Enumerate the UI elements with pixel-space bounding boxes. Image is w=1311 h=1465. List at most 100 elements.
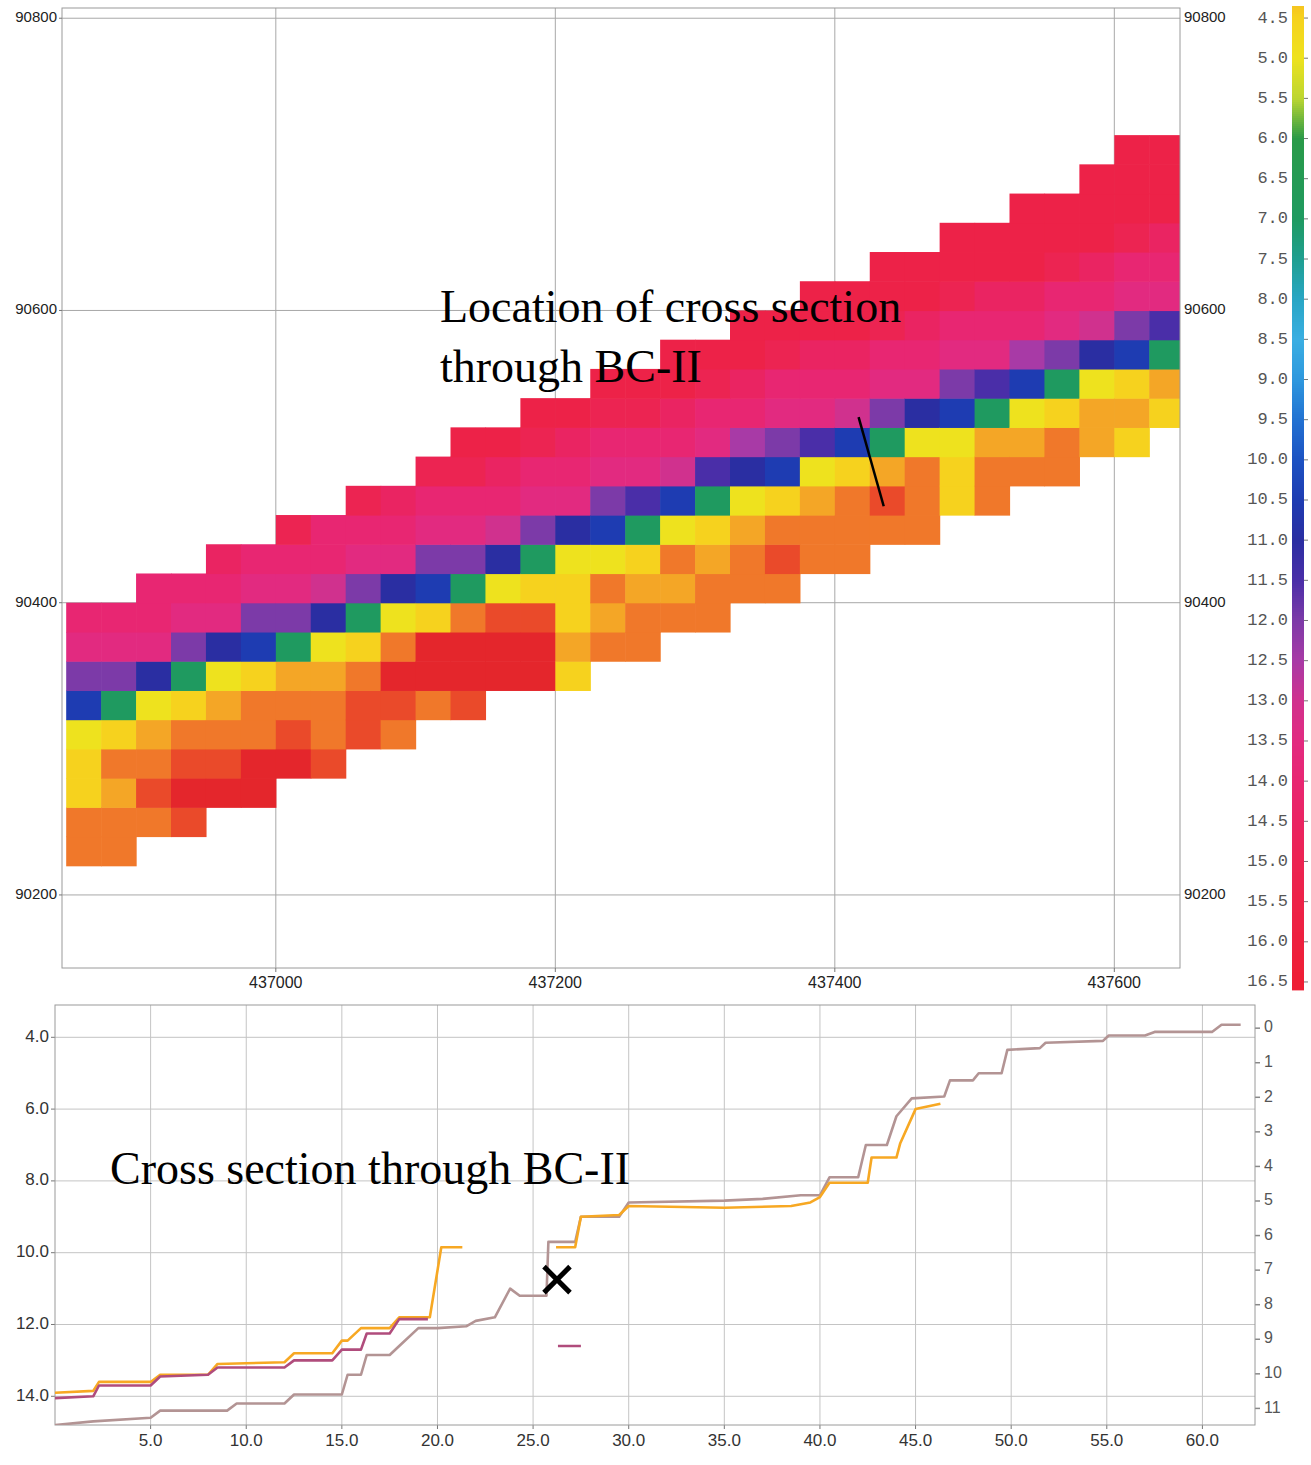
depth-cell [1044, 427, 1080, 457]
tick [437, 1425, 438, 1429]
tick [246, 1425, 247, 1429]
depth-cell [590, 632, 626, 662]
tick [1202, 1425, 1203, 1429]
x-tick-label: 55.0 [1090, 1431, 1123, 1450]
colorbar-tick [1304, 58, 1308, 59]
depth-cell [311, 515, 347, 545]
depth-cell [835, 457, 871, 487]
depth-cell [241, 544, 277, 574]
depth-cell [1010, 369, 1046, 399]
depth-cell [520, 573, 556, 603]
depth-cell [101, 807, 137, 837]
depth-cell [905, 427, 941, 457]
depth-cell [451, 690, 487, 720]
depth-cell [451, 603, 487, 633]
depth-cell [695, 603, 731, 633]
depth-cell [835, 398, 871, 428]
grid-line [275, 8, 276, 968]
depth-cell [590, 486, 626, 516]
y2-tick [1255, 1027, 1260, 1029]
depth-cell [975, 457, 1011, 487]
y2-tick-label: 6 [1264, 1226, 1273, 1243]
colorbar-label: 5.5 [1257, 89, 1288, 108]
depth-cell [835, 515, 871, 545]
y2-tick [1255, 1304, 1260, 1306]
plot-frame [55, 1005, 1255, 1425]
depth-cell [311, 690, 347, 720]
depth-cell [1079, 427, 1115, 457]
depth-cell [1114, 427, 1150, 457]
depth-cell [1010, 427, 1046, 457]
depth-cell [1149, 398, 1180, 428]
depth-cell [520, 632, 556, 662]
depth-cell [485, 573, 521, 603]
colorbar-label: 4.5 [1257, 9, 1288, 28]
depth-cell [311, 720, 347, 750]
depth-cell [276, 632, 312, 662]
depth-cell [870, 427, 906, 457]
x-tick-label: 35.0 [708, 1431, 741, 1450]
tick [1011, 1425, 1012, 1429]
y-tick-label-right: 90200 [1184, 885, 1226, 902]
y2-tick [1255, 1235, 1260, 1237]
x-tick-label: 15.0 [325, 1431, 358, 1450]
depth-cell [800, 515, 836, 545]
depth-cell [765, 515, 801, 545]
depth-cell [1079, 281, 1115, 311]
colorbar-label: 11.0 [1247, 531, 1288, 550]
grid-line [341, 1005, 342, 1425]
colorbar-tick [1304, 339, 1308, 340]
depth-cell [1010, 398, 1046, 428]
grid-line [533, 1005, 534, 1425]
y2-tick-label: 10 [1264, 1364, 1282, 1381]
depth-cell [101, 720, 137, 750]
depth-cell [311, 749, 347, 779]
page: {"chart_data": [ {"type": "heatmap", "an… [0, 0, 1311, 1465]
depth-cell [101, 661, 137, 691]
profile-series [55, 1319, 581, 1398]
depth-cell [416, 661, 452, 691]
depth-cell [695, 427, 731, 457]
depth-cell [311, 632, 347, 662]
depth-cell [800, 486, 836, 516]
depth-cell [451, 544, 487, 574]
grid-line [628, 1005, 629, 1425]
depth-cell [1114, 194, 1150, 224]
depth-cell [590, 427, 626, 457]
depth-cell [695, 486, 731, 516]
depth-cell [835, 544, 871, 574]
depth-cell [171, 603, 207, 633]
depth-cell [241, 603, 277, 633]
depth-cell [940, 457, 976, 487]
x-tick-label: 60.0 [1186, 1431, 1219, 1450]
colorbar-label: 15.0 [1247, 852, 1288, 871]
depth-cell [136, 661, 172, 691]
colorbar-tick [1304, 580, 1308, 581]
depth-cell [346, 486, 382, 516]
depth-cell [765, 544, 801, 574]
depth-cell [905, 252, 941, 282]
depth-cell [485, 427, 521, 457]
depth-cell [66, 661, 102, 691]
colorbar-label: 8.5 [1257, 330, 1288, 349]
grid-line [55, 1037, 1255, 1038]
colorbar-label: 12.5 [1247, 651, 1288, 670]
y-tick-label-right: 90800 [1184, 8, 1226, 25]
profile-group [859, 417, 884, 506]
tick [819, 1425, 820, 1429]
depth-cell [940, 281, 976, 311]
depth-cell [975, 281, 1011, 311]
depth-cell [101, 778, 137, 808]
depth-cell [276, 515, 312, 545]
depth-cell [416, 544, 452, 574]
depth-cell [416, 515, 452, 545]
depth-cell [136, 573, 172, 603]
depth-cell [276, 603, 312, 633]
tick [341, 1425, 342, 1429]
y-tick-label: 8.0 [25, 1170, 49, 1189]
colorbar-tick [1304, 901, 1308, 902]
depth-cell [381, 603, 417, 633]
depth-cell [1079, 252, 1115, 282]
colorbar-tick [1304, 781, 1308, 782]
y-tick-label: 90200 [15, 885, 57, 902]
